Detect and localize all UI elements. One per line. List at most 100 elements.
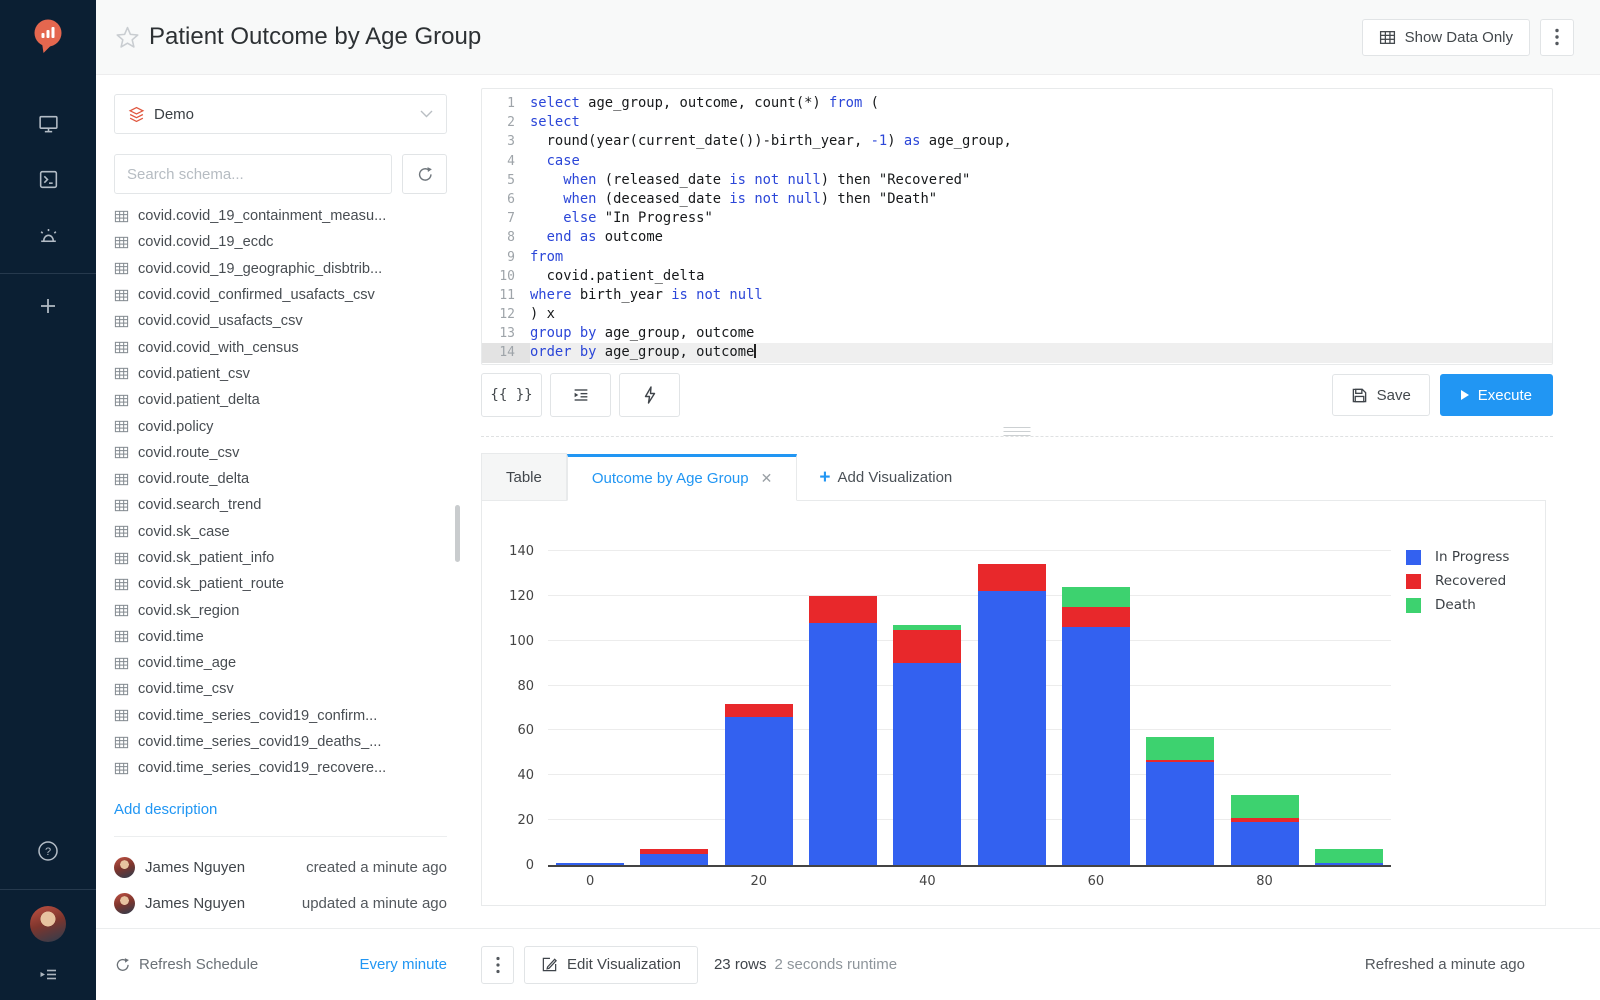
editor-line[interactable]: 7 else "In Progress"	[482, 209, 1552, 228]
editor-line[interactable]: 2 select	[482, 113, 1552, 132]
tab-outcome-by-age-group[interactable]: Outcome by Age Group ✕	[566, 454, 798, 501]
schema-search-input[interactable]	[114, 154, 392, 194]
bar-segment-in-progress[interactable]	[1146, 761, 1215, 865]
editor-line[interactable]: 1 select age_group, outcome, count(*) fro…	[482, 94, 1552, 113]
editor-line[interactable]: 10 covid.patient_delta	[482, 267, 1552, 286]
save-button[interactable]: Save	[1331, 374, 1430, 416]
schema-table-item[interactable]: covid.covid_with_census	[114, 334, 447, 360]
schema-table-item[interactable]: covid.patient_delta	[114, 387, 447, 413]
bar-segment-in-progress[interactable]	[1314, 862, 1383, 865]
bar-segment-in-progress[interactable]	[809, 622, 878, 865]
new-query-button[interactable]	[0, 284, 96, 328]
schema-table-item[interactable]: covid.sk_patient_info	[114, 545, 447, 571]
close-tab-icon[interactable]: ✕	[760, 470, 773, 486]
bar-segment-recovered[interactable]	[809, 595, 878, 623]
bar-segment-in-progress[interactable]	[556, 862, 625, 865]
editor-line[interactable]: 9 from	[482, 248, 1552, 267]
schema-table-item[interactable]: covid.sk_region	[114, 597, 447, 623]
refresh-schedule-button[interactable]: Refresh Schedule	[114, 956, 258, 973]
bar-segment-recovered[interactable]	[640, 849, 709, 854]
stacked-bar-age-80[interactable]	[1230, 795, 1299, 865]
legend-item-in-progress[interactable]: In Progress	[1406, 549, 1509, 565]
collapse-menu-button[interactable]	[0, 948, 96, 1000]
help-button[interactable]: ?	[0, 823, 96, 879]
schema-table-item[interactable]: covid.covid_usafacts_csv	[114, 308, 447, 334]
stacked-bar-age-10[interactable]	[640, 849, 709, 865]
user-menu-button[interactable]	[0, 900, 96, 948]
schema-table-item[interactable]: covid.covid_19_geographic_disbtrib...	[114, 256, 447, 282]
stacked-bar-age-50[interactable]	[977, 564, 1046, 865]
stacked-bar-age-60[interactable]	[1061, 586, 1130, 865]
bar-segment-death[interactable]	[893, 625, 962, 630]
schema-table-item[interactable]: covid.patient_csv	[114, 361, 447, 387]
bar-segment-recovered[interactable]	[893, 629, 962, 664]
schema-scrollbar[interactable]	[455, 505, 460, 562]
editor-line[interactable]: 13 group by age_group, outcome	[482, 324, 1552, 343]
bar-segment-in-progress[interactable]	[893, 663, 962, 865]
editor-line[interactable]: 11 where birth_year is not null	[482, 286, 1552, 305]
bar-segment-in-progress[interactable]	[977, 591, 1046, 865]
schema-table-item[interactable]: covid.covid_confirmed_usafacts_csv	[114, 282, 447, 308]
stacked-bar-age-70[interactable]	[1146, 737, 1215, 865]
editor-line[interactable]: 8 end as outcome	[482, 228, 1552, 247]
stacked-bar-age-40[interactable]	[893, 625, 962, 865]
bar-segment-death[interactable]	[1061, 586, 1130, 608]
stacked-bar-age-0[interactable]	[556, 862, 625, 865]
schema-table-item[interactable]: covid.time	[114, 624, 447, 650]
resize-grip-handle[interactable]	[1003, 427, 1031, 436]
stacked-bar-age-90[interactable]	[1314, 849, 1383, 865]
schema-table-item[interactable]: covid.policy	[114, 413, 447, 439]
schema-table-item[interactable]: covid.time_age	[114, 650, 447, 676]
tab-table[interactable]: Table	[481, 453, 567, 500]
schema-table-item[interactable]: covid.time_series_covid19_confirm...	[114, 703, 447, 729]
stacked-bar-age-30[interactable]	[809, 595, 878, 865]
stacked-bar-age-20[interactable]	[724, 703, 793, 865]
bar-segment-in-progress[interactable]	[724, 716, 793, 865]
schema-table-item[interactable]: covid.time_series_covid19_recovere...	[114, 755, 447, 781]
schema-table-item[interactable]: covid.covid_19_containment_measu...	[114, 203, 447, 229]
autocomplete-toggle-button[interactable]	[619, 373, 680, 417]
schema-table-item[interactable]: covid.time_csv	[114, 676, 447, 702]
redash-logo[interactable]	[31, 18, 65, 63]
add-parameter-button[interactable]: {{ }}	[481, 373, 542, 417]
sql-editor[interactable]: 1 select age_group, outcome, count(*) fro…	[481, 88, 1553, 365]
bar-segment-recovered[interactable]	[1146, 759, 1215, 762]
editor-line[interactable]: 5 when (released_date is not null) then …	[482, 171, 1552, 190]
bar-segment-in-progress[interactable]	[1061, 627, 1130, 865]
editor-line[interactable]: 14 order by age_group, outcome	[482, 343, 1552, 363]
favorite-star-icon[interactable]	[116, 26, 139, 48]
visualization-more-menu-button[interactable]	[481, 945, 514, 984]
bar-segment-in-progress[interactable]	[640, 853, 709, 865]
editor-line[interactable]: 3 round(year(current_date())-birth_year,…	[482, 132, 1552, 151]
sidebar-item-dashboards[interactable]	[0, 95, 96, 151]
bar-segment-in-progress[interactable]	[1230, 822, 1299, 865]
edit-visualization-button[interactable]: Edit Visualization	[524, 945, 698, 984]
legend-item-recovered[interactable]: Recovered	[1406, 573, 1509, 589]
execute-button[interactable]: Execute	[1439, 374, 1553, 416]
add-visualization-button[interactable]: + Add Visualization	[819, 468, 952, 500]
schema-table-item[interactable]: covid.sk_patient_route	[114, 571, 447, 597]
bar-segment-death[interactable]	[1146, 737, 1215, 760]
bar-segment-recovered[interactable]	[724, 703, 793, 717]
legend-item-death[interactable]: Death	[1406, 597, 1509, 613]
query-more-menu-button[interactable]	[1540, 18, 1574, 56]
schema-table-item[interactable]: covid.route_delta	[114, 466, 447, 492]
refresh-schema-button[interactable]	[402, 154, 447, 194]
bar-segment-recovered[interactable]	[1230, 817, 1299, 823]
sidebar-item-queries[interactable]	[0, 151, 96, 207]
format-query-button[interactable]	[550, 373, 611, 417]
add-description-link[interactable]: Add description	[114, 800, 218, 818]
bar-segment-recovered[interactable]	[977, 564, 1046, 592]
data-source-select[interactable]: Demo	[114, 94, 447, 134]
schema-table-item[interactable]: covid.sk_case	[114, 519, 447, 545]
editor-line[interactable]: 12) x	[482, 305, 1552, 324]
schema-table-item[interactable]: covid.route_csv	[114, 440, 447, 466]
refresh-interval-link[interactable]: Every minute	[359, 956, 447, 973]
bar-segment-death[interactable]	[1230, 795, 1299, 818]
sidebar-item-alerts[interactable]	[0, 207, 96, 263]
bar-segment-death[interactable]	[1314, 849, 1383, 863]
editor-line[interactable]: 4 case	[482, 152, 1552, 171]
editor-line[interactable]: 6 when (deceased_date is not null) then …	[482, 190, 1552, 209]
schema-table-item[interactable]: covid.covid_19_ecdc	[114, 229, 447, 255]
bar-segment-recovered[interactable]	[1061, 607, 1130, 628]
